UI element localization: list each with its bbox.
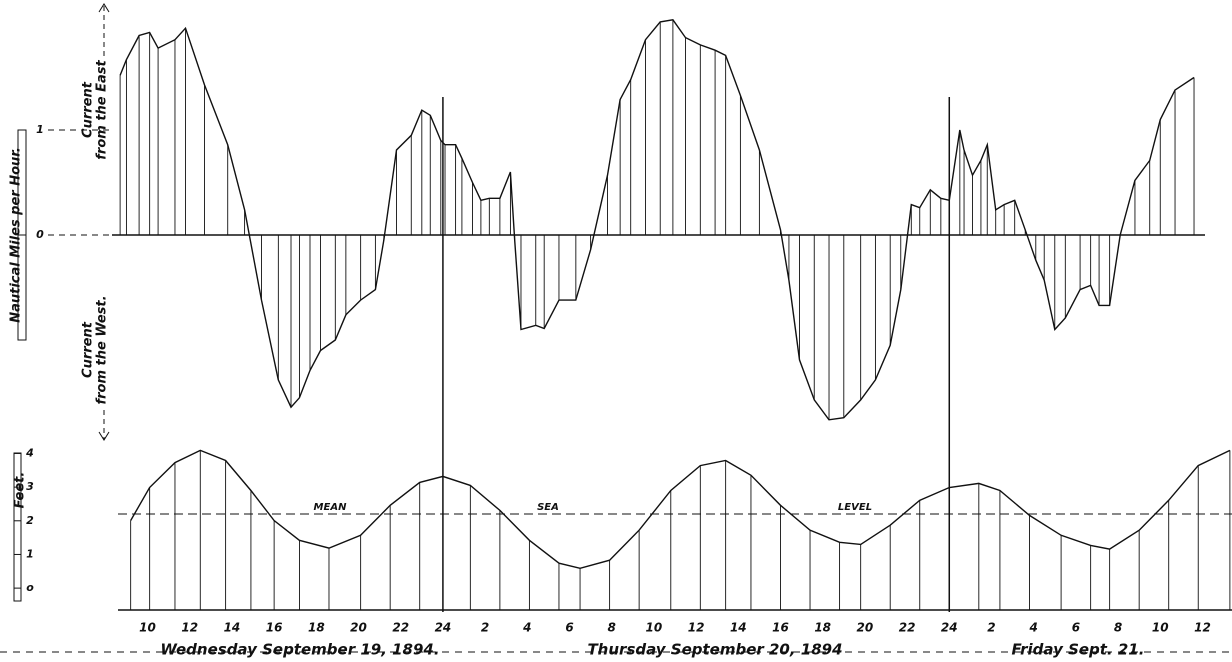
x-tick-label: 24: [435, 621, 452, 635]
y-tick-label: o: [26, 581, 34, 594]
x-tick-label: 10: [646, 621, 663, 635]
x-tick-label: 6: [1072, 621, 1080, 635]
annotation: from the West.: [95, 295, 110, 404]
reference-label: MEAN: [314, 502, 348, 513]
x-tick-label: 12: [181, 621, 198, 635]
day-label: Wednesday September 19, 1894.: [160, 641, 439, 659]
y-tick-label: 3: [26, 480, 34, 493]
x-tick-label: 4: [1028, 621, 1037, 635]
day-label: Thursday September 20, 1894: [587, 641, 842, 659]
y-axis-label: Feet.: [13, 472, 28, 509]
x-tick-label: 24: [941, 621, 958, 635]
x-tick-label: 12: [688, 621, 705, 635]
reference-label: LEVEL: [838, 502, 872, 513]
x-tick-label: 14: [730, 621, 747, 635]
annotation: Current: [81, 321, 96, 378]
annotation: from the East: [95, 59, 110, 159]
x-tick-label: 18: [814, 621, 831, 635]
series-line: [119, 19, 1195, 421]
x-tick-label: 12: [1194, 621, 1211, 635]
series-line: [130, 449, 1231, 570]
arrow-head: [98, 431, 110, 441]
arrow-head: [98, 3, 110, 13]
x-tick-label: 20: [857, 621, 874, 635]
x-tick-label: 8: [1114, 621, 1122, 635]
x-tick-label: 20: [350, 621, 367, 635]
x-tick-label: 10: [139, 621, 156, 635]
y-tick-label: 2: [26, 514, 34, 527]
reference-label: SEA: [537, 502, 559, 513]
annotation: Current: [81, 81, 96, 138]
x-tick-label: 16: [772, 621, 789, 635]
x-tick-label: 2: [481, 621, 489, 635]
day-label: Friday Sept. 21.: [1012, 641, 1145, 659]
x-tick-label: 16: [266, 621, 283, 635]
x-tick-label: 2: [987, 621, 995, 635]
x-tick-label: 14: [224, 621, 241, 635]
x-tick-label: 8: [608, 621, 616, 635]
y-tick-label: 1: [26, 547, 34, 560]
x-tick-label: 18: [308, 621, 325, 635]
y-axis-label: Nautical Miles per Hour.: [9, 147, 24, 323]
x-tick-label: 4: [522, 621, 531, 635]
x-tick-label: 22: [899, 621, 916, 635]
x-tick-label: 10: [1152, 621, 1169, 635]
x-tick-label: 22: [392, 621, 409, 635]
y-tick-label: 4: [25, 446, 34, 459]
y-tick-label: 0: [36, 228, 44, 241]
y-tick-label: 1: [36, 123, 44, 136]
x-tick-label: 6: [565, 621, 573, 635]
